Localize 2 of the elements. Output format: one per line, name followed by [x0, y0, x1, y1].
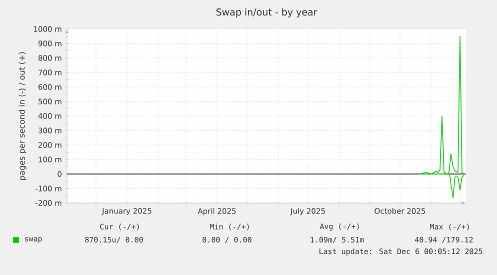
- y-axis-title: pages per second in (-) / out (+): [18, 52, 26, 180]
- chart-title: Swap in/out - by year: [216, 8, 318, 18]
